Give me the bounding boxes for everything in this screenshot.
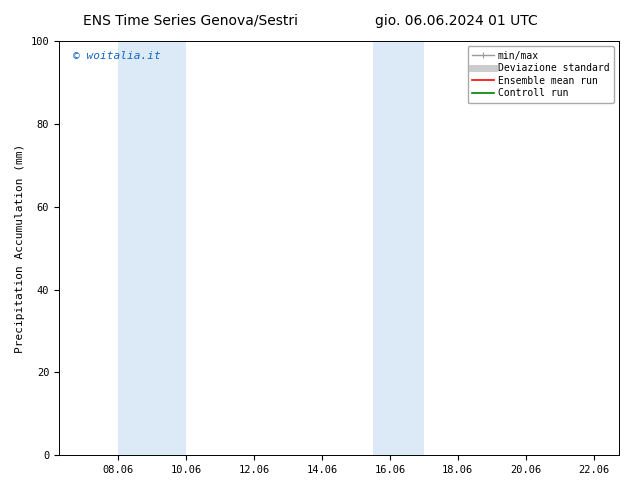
Y-axis label: Precipitation Accumulation (mm): Precipitation Accumulation (mm) xyxy=(15,144,25,353)
Text: gio. 06.06.2024 01 UTC: gio. 06.06.2024 01 UTC xyxy=(375,14,538,28)
Text: ENS Time Series Genova/Sestri: ENS Time Series Genova/Sestri xyxy=(82,14,298,28)
Legend: min/max, Deviazione standard, Ensemble mean run, Controll run: min/max, Deviazione standard, Ensemble m… xyxy=(467,46,614,103)
Text: © woitalia.it: © woitalia.it xyxy=(73,51,161,61)
Bar xyxy=(373,41,424,455)
Bar xyxy=(119,41,186,455)
